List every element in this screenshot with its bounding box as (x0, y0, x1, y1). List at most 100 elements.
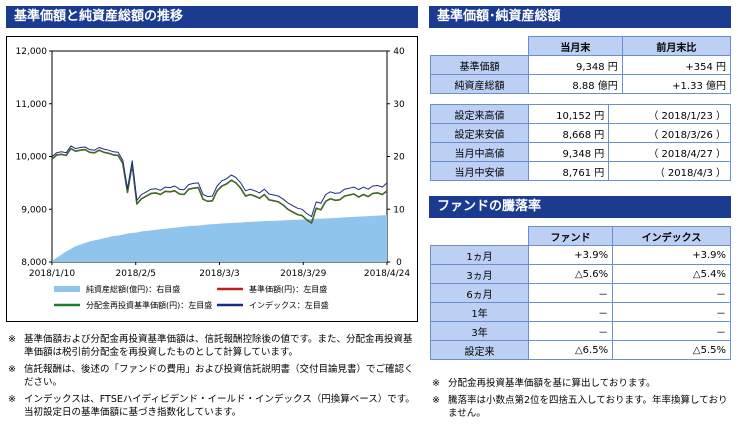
legend-label: 純資産総額(億円)：右目盛 (86, 284, 180, 294)
footnote: ※ インデックスは、FTSEハイディビデンド・イールド・インデックス（円換算ベース… (8, 393, 420, 419)
y-left-tick-label: 12,000 (16, 47, 48, 57)
record-date: （ 2018/4/27 ） (608, 142, 731, 162)
footnotes-right: ※ 分配金再投資基準価額を基に算出しております。 ※ 騰落率は小数点第2位を四捨五入… (432, 377, 732, 424)
index-return: － (612, 302, 731, 322)
fund-return: － (527, 302, 614, 322)
series-line-2 (51, 147, 388, 224)
col-current-header: 当月末 (528, 36, 623, 56)
period-label: 3年 (430, 321, 529, 341)
col-change-header: 前月末比 (621, 36, 732, 56)
record-value: 9,348 円 (527, 142, 610, 162)
index-return: △5.4% (612, 264, 731, 284)
nav-section-header: 基準価額･純資産総額 (429, 6, 731, 28)
record-value: 8,668 円 (527, 123, 610, 143)
row-value: 8.88 億円 (528, 74, 623, 94)
nav-chart: 8,000 9,000 10,000 11,000 12,000 0 10 20 30 40 201… (16, 47, 411, 310)
record-label: 当月中安値 (430, 161, 529, 181)
footnote: ※ 騰落率は小数点第2位を四捨五入しております。年率換算しておりません。 (432, 394, 732, 420)
fund-return: △6.5% (527, 340, 614, 360)
period-label: 1年 (430, 302, 529, 322)
chart-section-header: 基準価額と純資産総額の推移 (6, 6, 418, 28)
row-value: 9,348 円 (528, 55, 623, 75)
row-label: 基準価額 (430, 55, 529, 75)
y-right-tick-label: 20 (393, 153, 405, 163)
record-date: （ 2018/1/23 ） (608, 104, 731, 124)
footnote-text: インデックスは、FTSEハイディビデンド・イールド・インデックス（円換算ベース）… (24, 394, 415, 418)
record-label: 設定来高値 (430, 104, 529, 124)
performance-section-header: ファンドの騰落率 (429, 196, 731, 218)
footnote-mark: ※ (432, 378, 440, 389)
row-change: +1.33 億円 (621, 74, 732, 94)
footnote: ※ 基準価額および分配金再投資基準価額は、信託報酬控除後の値です。また、分配金再投… (8, 333, 420, 359)
x-tick-label: 2018/3/3 (199, 269, 239, 279)
table-row: 設定来安値 8,668 円 （ 2018/3/26 ） (430, 123, 731, 143)
performance-table: ファンド インデックス 1ヵ月 +3.9% +3.9% 3ヵ月 △5.6% △5… (430, 226, 731, 360)
table-row: 当月中高値 9,348 円 （ 2018/4/27 ） (430, 142, 731, 162)
y-left-tick-label: 9,000 (21, 205, 47, 215)
fund-return: － (527, 321, 614, 341)
footnote-mark: ※ (8, 364, 16, 375)
legend-label: 基準価額(円)：左目盛 (249, 284, 327, 294)
fund-return: － (527, 283, 614, 303)
row-change: +354 円 (621, 55, 732, 75)
record-value: 8,761 円 (527, 161, 610, 181)
nav-summary-table: 当月末 前月末比 基準価額 9,348 円 +354 円 純資産総額 8.88 … (430, 36, 732, 94)
y-left-tick-label: 8,000 (21, 258, 47, 268)
x-tick-label: 2018/1/10 (29, 269, 75, 279)
period-label: 1ヵ月 (430, 245, 529, 265)
col-index-header: インデックス (612, 226, 731, 246)
y-right-tick-label: 10 (393, 205, 405, 215)
index-return: +3.9% (612, 245, 731, 265)
record-date: （ 2018/3/26 ） (608, 123, 731, 143)
footnote-mark: ※ (8, 334, 16, 345)
footnote-mark: ※ (8, 394, 16, 405)
record-date: （ 2018/4/3 ） (608, 161, 731, 181)
record-table: 設定来高値 10,152 円 （ 2018/1/23 ） 設定来安値 8,668… (430, 104, 731, 181)
footnote-text: 騰落率は小数点第2位を四捨五入しております。年率換算しておりません。 (448, 395, 728, 419)
legend-swatch (54, 286, 80, 292)
table-row: 設定来 △6.5% △5.5% (430, 340, 731, 360)
record-label: 設定来安値 (430, 123, 529, 143)
legend-label: 分配金再投資基準価額(円)：左目盛 (86, 300, 212, 310)
row-label: 純資産総額 (430, 74, 529, 94)
x-tick-label: 2018/4/24 (364, 269, 410, 279)
legend-label: インデックス：左目盛 (249, 300, 329, 310)
y-right-tick-label: 0 (396, 258, 402, 268)
record-value: 10,152 円 (527, 104, 610, 124)
footnote-text: 分配金再投資基準価額を基に算出しております。 (448, 378, 656, 389)
table-row: 1年 － － (430, 302, 731, 322)
y-left-tick-label: 11,000 (16, 100, 48, 110)
series-area-net-assets (52, 215, 387, 262)
y-right-tick-label: 40 (393, 47, 405, 57)
footnote: ※ 分配金再投資基準価額を基に算出しております。 (432, 377, 732, 390)
x-tick-label: 2018/3/29 (280, 269, 326, 279)
footnotes-left: ※ 基準価額および分配金再投資基準価額は、信託報酬控除後の値です。また、分配金再投… (8, 333, 420, 423)
index-return: － (612, 321, 731, 341)
table-row: 6ヵ月 － － (430, 283, 731, 303)
table-row: 当月中安値 8,761 円 （ 2018/4/3 ） (430, 161, 731, 181)
period-label: 3ヵ月 (430, 264, 529, 284)
col-fund-header: ファンド (527, 226, 614, 246)
period-label: 6ヵ月 (430, 283, 529, 303)
index-return: － (612, 283, 731, 303)
footnote-text: 基準価額および分配金再投資基準価額は、信託報酬控除後の値です。また、分配金再投資… (24, 334, 413, 358)
footnote-mark: ※ (432, 395, 440, 406)
y-right-tick-label: 30 (393, 100, 405, 110)
period-label: 設定来 (430, 340, 529, 360)
series-line-3 (51, 145, 388, 218)
record-label: 当月中高値 (430, 142, 529, 162)
table-row: 純資産総額 8.88 億円 +1.33 億円 (430, 74, 732, 94)
footnote: ※ 信託報酬は、後述の「ファンドの費用」および投資信託説明書（交付目論見書）でご確… (8, 363, 420, 389)
x-tick-label: 2018/2/5 (116, 269, 156, 279)
table-row: 3年 － － (430, 321, 731, 341)
fund-return: +3.9% (527, 245, 614, 265)
table-row: 設定来高値 10,152 円 （ 2018/1/23 ） (430, 104, 731, 124)
chart-frame: 8,000 9,000 10,000 11,000 12,000 0 10 20 30 40 201… (6, 36, 418, 322)
table-row: 基準価額 9,348 円 +354 円 (430, 55, 732, 75)
y-left-tick-label: 10,000 (16, 153, 48, 163)
fund-return: △5.6% (527, 264, 614, 284)
table-row: 3ヵ月 △5.6% △5.4% (430, 264, 731, 284)
footnote-text: 信託報酬は、後述の「ファンドの費用」および投資信託説明書（交付目論見書）でご確認… (24, 364, 414, 388)
table-row: 1ヵ月 +3.9% +3.9% (430, 245, 731, 265)
index-return: △5.5% (612, 340, 731, 360)
